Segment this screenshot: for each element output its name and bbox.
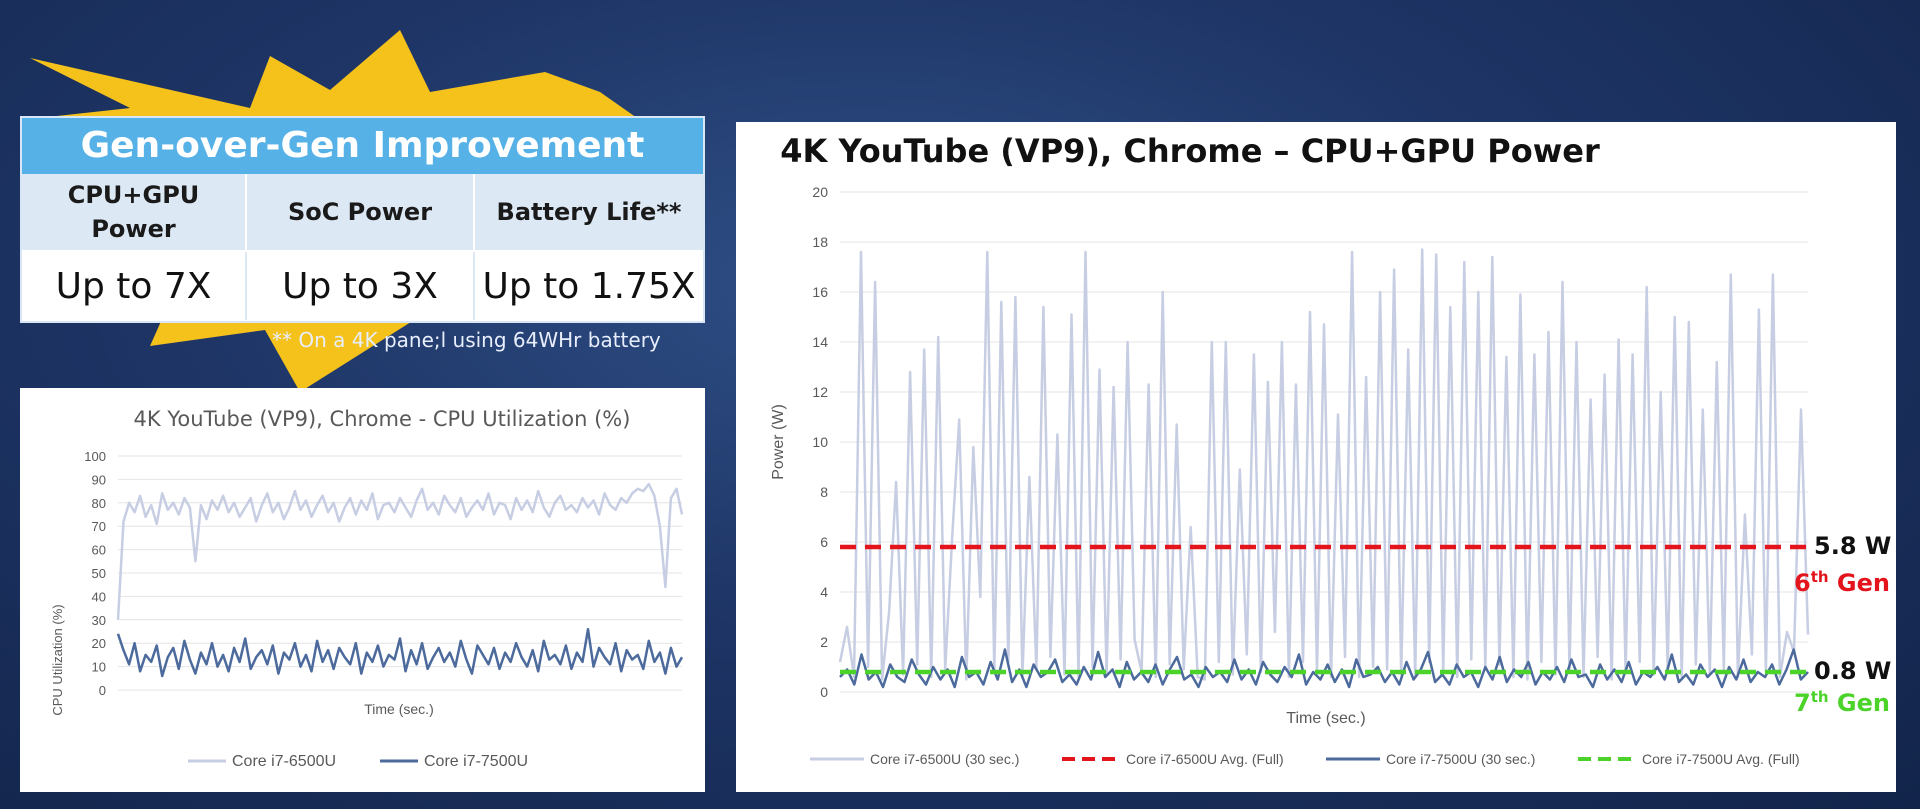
gen6-label: 6th Gen (1794, 568, 1890, 597)
series-line-core-i7-7500u-30-sec (839, 648, 1809, 689)
header-cpu-gpu-power: CPU+GPU Power (22, 174, 247, 252)
x-axis-label: Time (sec.) (364, 701, 433, 717)
power-chart: 4K YouTube (VP9), Chrome – CPU+GPU Power… (770, 132, 1810, 767)
gen6-label-suffix: th (1810, 568, 1829, 586)
y-tick-label: 18 (812, 234, 828, 250)
series-line-core-i7-6500u (116, 482, 684, 620)
value-battery-life: Up to 1.75X (482, 265, 696, 307)
y-tick-label: 70 (92, 519, 106, 534)
y-tick-label: 16 (812, 284, 828, 300)
x-axis-label: Time (sec.) (1286, 710, 1365, 727)
gen7-label-gen: Gen (1828, 689, 1890, 717)
y-tick-label: 20 (92, 636, 106, 651)
gen7-label-suffix: th (1810, 688, 1829, 706)
gen7-average-value: 0.8 W (1814, 657, 1892, 685)
y-tick-label: 80 (92, 496, 106, 511)
y-tick-label: 0 (820, 684, 828, 700)
y-tick-label: 90 (92, 472, 106, 487)
legend-label-core-i7-7500u: Core i7-7500U (424, 753, 528, 770)
power-panel: 4K YouTube (VP9), Chrome – CPU+GPU Power… (736, 122, 1896, 792)
y-tick-label: 4 (820, 584, 828, 600)
legend-label-6500u-avg: Core i7-6500U Avg. (Full) (1126, 751, 1284, 767)
gen6-label-number: 6 (1794, 569, 1811, 597)
y-tick-label: 14 (812, 334, 828, 350)
legend: Core i7-6500U (30 sec.) Core i7-6500U Av… (810, 751, 1800, 767)
legend-label-7500u-avg: Core i7-7500U Avg. (Full) (1642, 751, 1800, 767)
gen7-label: 7th Gen (1794, 688, 1890, 717)
header-battery-life: Battery Life** (475, 174, 703, 252)
chart-title: 4K YouTube (VP9), Chrome - CPU Utilizati… (134, 407, 631, 431)
y-tick-label: 6 (820, 534, 828, 550)
y-tick-label: 60 (92, 543, 106, 558)
value-cpu-gpu-power: Up to 7X (22, 252, 247, 320)
y-tick-label: 10 (812, 434, 828, 450)
y-axis-label: Power (W) (770, 404, 787, 480)
gen6-average-value: 5.8 W (1814, 532, 1892, 560)
y-tick-label: 10 (92, 660, 106, 675)
improvement-table: Gen-over-Gen Improvement CPU+GPU Power S… (20, 116, 705, 323)
y-tick-label: 30 (92, 613, 106, 628)
y-tick-label: 8 (820, 484, 828, 500)
y-tick-label: 2 (820, 634, 828, 650)
value-soc-power: Up to 3X (247, 252, 475, 320)
legend-label-core-i7-6500u: Core i7-6500U (232, 753, 336, 770)
gen7-label-number: 7 (1794, 689, 1811, 717)
improvement-title: Gen-over-Gen Improvement (22, 118, 703, 174)
y-tick-label: 20 (812, 184, 828, 200)
header-soc-power: SoC Power (247, 174, 475, 252)
cpu-utilization-panel: 4K YouTube (VP9), Chrome - CPU Utilizati… (20, 388, 705, 792)
legend: Core i7-6500U Core i7-7500U (188, 753, 528, 770)
y-tick-label: 12 (812, 384, 828, 400)
battery-footnote: ** On a 4K pane;l using 64WHr battery (272, 328, 661, 352)
y-tick-label: 50 (92, 566, 106, 581)
gen6-label-gen: Gen (1828, 569, 1890, 597)
y-tick-label: 0 (99, 683, 106, 698)
legend-label-6500u-30s: Core i7-6500U (30 sec.) (870, 751, 1019, 767)
legend-label-7500u-30s: Core i7-7500U (30 sec.) (1386, 751, 1535, 767)
chart-title: 4K YouTube (VP9), Chrome – CPU+GPU Power (780, 132, 1600, 170)
y-axis-label: CPU Utilization (%) (50, 604, 65, 715)
y-tick-label: 40 (92, 589, 106, 604)
cpu-utilization-chart: 4K YouTube (VP9), Chrome - CPU Utilizati… (50, 407, 684, 770)
y-tick-label: 100 (84, 449, 106, 464)
series-line-core-i7-6500u-30-sec (838, 248, 1810, 681)
series-line-core-i7-7500u (116, 627, 684, 678)
